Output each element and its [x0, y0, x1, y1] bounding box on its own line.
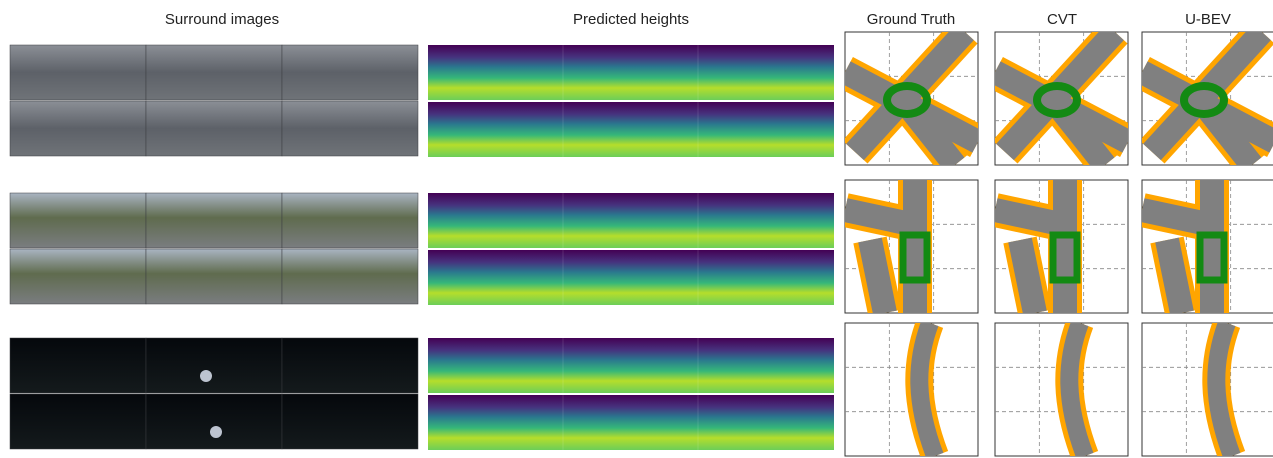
camera-image — [10, 45, 146, 100]
bev-map — [845, 323, 978, 456]
bev-map — [845, 32, 978, 165]
bev-map — [1142, 180, 1273, 313]
camera-image — [282, 101, 418, 156]
bev-map — [995, 180, 1128, 313]
column-title: CVT — [1047, 11, 1077, 28]
height-map — [428, 338, 834, 393]
camera-image — [146, 249, 282, 304]
height-map — [428, 102, 834, 157]
bev-map — [995, 323, 1128, 456]
header: Surround images — [165, 11, 279, 28]
roads — [1069, 323, 1085, 456]
road — [845, 210, 915, 225]
camera-image — [10, 101, 146, 156]
camera-image — [146, 45, 282, 100]
headlight — [210, 426, 222, 438]
camera-image — [282, 394, 418, 449]
column-title: Ground Truth — [867, 11, 955, 28]
panels — [10, 32, 1273, 456]
camera-image — [282, 338, 418, 393]
road — [870, 240, 885, 313]
camera-image — [146, 394, 282, 449]
road — [1020, 240, 1035, 313]
bev-map — [845, 180, 978, 313]
camera-image — [282, 249, 418, 304]
camera-image — [10, 338, 146, 393]
bev-map — [1142, 32, 1273, 165]
height-map — [428, 193, 834, 248]
roads — [919, 323, 935, 456]
camera-image — [146, 338, 282, 393]
figure: Surround images Predicted heights Ground… — [0, 0, 1273, 458]
camera-image — [146, 193, 282, 248]
road — [1142, 210, 1212, 225]
bev-map — [995, 32, 1128, 165]
camera-image — [282, 193, 418, 248]
camera-image — [282, 45, 418, 100]
column-title: U-BEV — [1185, 11, 1231, 28]
headlight — [200, 370, 212, 382]
header: Predicted heights — [573, 11, 689, 28]
camera-image — [10, 394, 146, 449]
camera-image — [10, 249, 146, 304]
road — [1167, 240, 1182, 313]
camera-image — [146, 101, 282, 156]
height-map — [428, 250, 834, 305]
height-map — [428, 45, 834, 100]
height-map — [428, 395, 834, 450]
camera-image — [10, 193, 146, 248]
road — [995, 210, 1065, 225]
bev-map — [1142, 323, 1273, 456]
roads — [1216, 323, 1232, 456]
